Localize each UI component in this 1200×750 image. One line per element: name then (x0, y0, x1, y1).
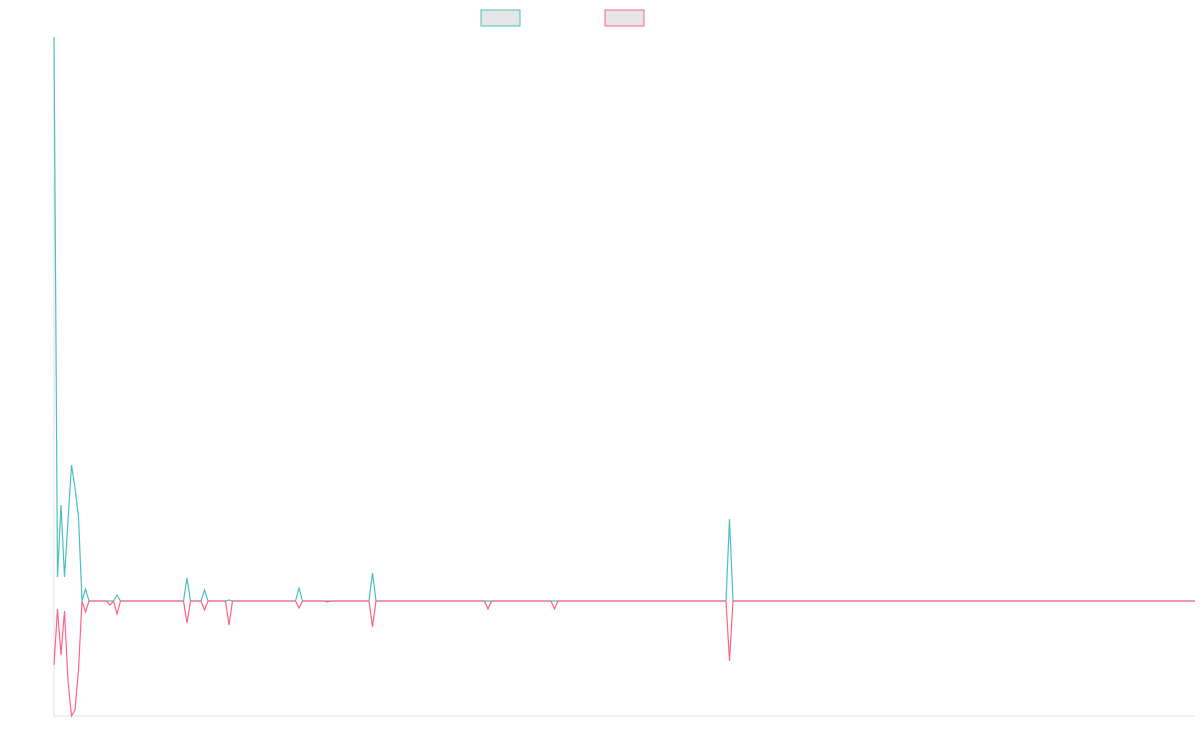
legend-swatch (604, 9, 645, 27)
data-line (53, 599, 1195, 718)
legend-swatch (480, 9, 521, 27)
data-line (53, 36, 1195, 602)
